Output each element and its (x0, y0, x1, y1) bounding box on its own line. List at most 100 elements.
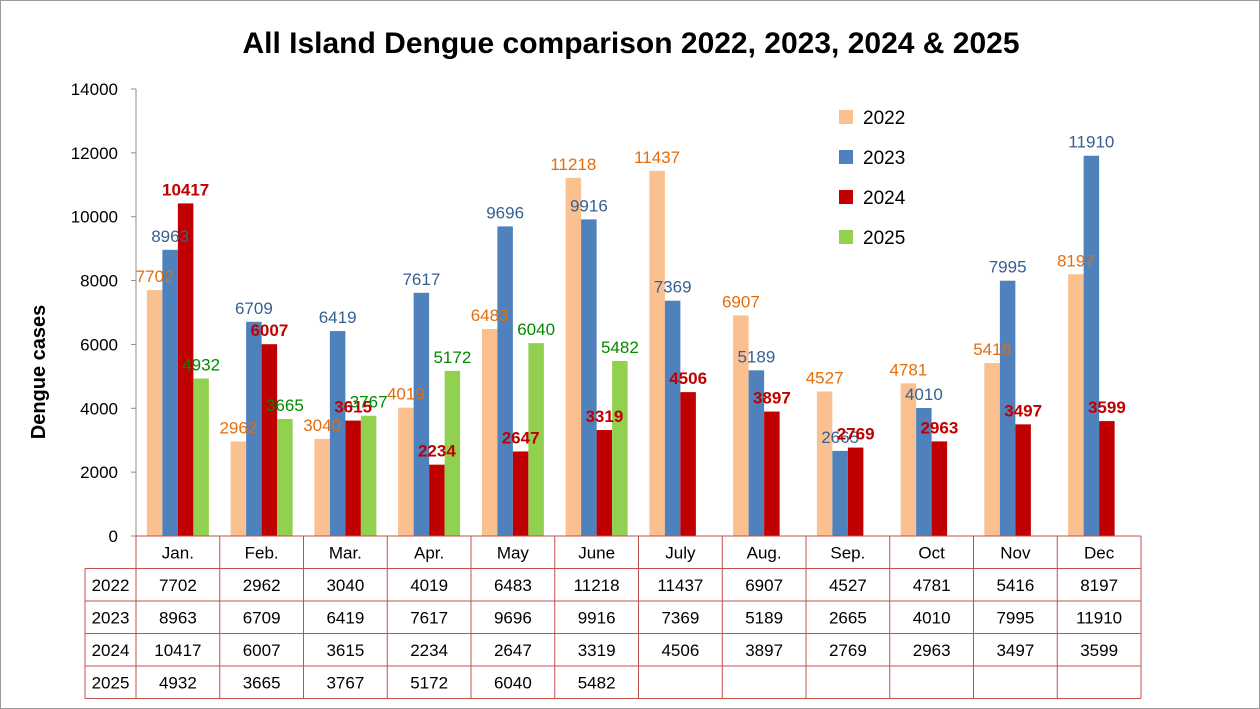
y-axis-ticks: 0 2000 4000 6000 8000 10000 12000 14000 (71, 80, 118, 546)
legend-swatch-2022 (839, 110, 853, 124)
bar-2025-Mar. (360, 415, 377, 536)
bar-2024-Nov (1015, 424, 1031, 536)
data-label-2024: 3615 (334, 398, 372, 417)
data-label-2023: 9916 (570, 196, 608, 215)
table-cell: 11218 (574, 576, 620, 595)
bar-2024-Mar. (345, 420, 361, 536)
legend: 2022 2023 2024 2025 (839, 108, 906, 249)
y-tick-label: 2000 (80, 463, 118, 482)
bar-2025-Feb. (277, 418, 293, 536)
data-label-2024: 3319 (585, 407, 623, 426)
x-tick-label: Dec (1084, 543, 1115, 562)
table-cell: 6419 (326, 608, 364, 627)
data-label-2024: 4506 (669, 369, 707, 388)
bar-2023-Aug. (748, 370, 765, 536)
bar-2024-Sep. (847, 447, 864, 536)
bar-2023-May (497, 226, 513, 536)
bar-2024-Aug. (764, 411, 780, 536)
y-tick-label: 12000 (71, 144, 118, 163)
table-row-header: 2025 (92, 673, 130, 692)
table-cell: 7369 (661, 608, 699, 627)
data-label-2022: 6483 (471, 306, 509, 325)
legend-label-2022: 2022 (863, 108, 905, 129)
x-tick-label: Aug. (747, 543, 782, 562)
table-cell: 3040 (326, 576, 364, 595)
bar-2022-Mar. (314, 438, 330, 536)
table-cell: 4010 (913, 608, 951, 627)
data-label-2024: 10417 (162, 180, 209, 199)
data-label-2022: 11437 (634, 148, 680, 167)
x-tick-label: Mar. (329, 543, 362, 562)
table-cell: 6040 (494, 673, 532, 692)
bar-2023-July (664, 300, 681, 536)
series-2025 (193, 343, 628, 536)
x-tick-label: May (497, 543, 530, 562)
table-cell: 9916 (578, 608, 616, 627)
table-cell: 11910 (1076, 608, 1122, 627)
data-label-2023: 5189 (737, 347, 775, 366)
bar-2023-June (581, 219, 597, 536)
bar-2022-Nov (984, 363, 1000, 536)
table-cell: 7995 (996, 608, 1034, 627)
table-cell: 8963 (159, 608, 197, 627)
bar-2022-Aug. (733, 315, 749, 536)
bar-2022-Apr. (398, 407, 414, 536)
data-label-2022: 4781 (889, 360, 927, 379)
series-2023 (162, 155, 1100, 536)
data-label-2023: 4010 (905, 385, 943, 404)
table-cell: 4506 (661, 641, 699, 660)
bar-2023-Dec (1083, 155, 1100, 536)
data-label-2022: 11218 (550, 155, 596, 174)
table-cell: 3665 (243, 673, 281, 692)
data-label-2025: 5172 (433, 348, 471, 367)
bar-2024-May (512, 451, 529, 536)
data-table: Jan. Feb. Mar. Apr. May June July Aug. Sep. Oct No… (84, 535, 1142, 699)
data-label-2023: 6419 (319, 308, 357, 327)
y-tick-label: 0 (109, 527, 118, 546)
data-label-2024: 2647 (502, 428, 540, 447)
table-cell: 7617 (410, 608, 448, 627)
bar-2022-July (649, 170, 665, 536)
x-tick-label: Feb. (245, 543, 279, 562)
table-cell: 3599 (1080, 641, 1118, 660)
table-cell: 2665 (829, 608, 867, 627)
x-tick-label: Oct (918, 543, 945, 562)
data-label-2024: 2963 (920, 418, 958, 437)
data-label-2023: 11910 (1068, 133, 1114, 152)
y-tick-label: 6000 (80, 335, 118, 354)
table-cell: 6709 (243, 608, 281, 627)
table-cell: 4932 (159, 673, 197, 692)
table-cell: 4781 (913, 576, 951, 595)
table-cell: 6007 (243, 641, 281, 660)
table-cell: 3897 (745, 641, 783, 660)
table-cell: 6483 (494, 576, 532, 595)
table-cell: 7702 (159, 576, 197, 595)
chart-title: All Island Dengue comparison 2022, 2023,… (242, 27, 1019, 60)
table-cell: 3497 (996, 641, 1034, 660)
table-cell: 3319 (578, 641, 616, 660)
table-cell: 2234 (410, 641, 448, 660)
bar-2024-July (680, 392, 696, 536)
data-label-2024: 2769 (837, 425, 875, 444)
legend-swatch-2025 (839, 230, 853, 244)
data-label-2024: 2234 (418, 442, 456, 461)
bar-2024-Feb. (261, 344, 278, 536)
bar-2023-Feb. (246, 321, 262, 536)
bar-2025-May (528, 343, 544, 536)
bar-2024-Oct (931, 441, 948, 536)
data-label-2025: 4932 (182, 356, 220, 375)
data-label-2022: 3040 (303, 416, 341, 435)
table-cell: 2769 (829, 641, 867, 660)
y-tick-label: 8000 (80, 272, 118, 291)
table-cell: 2962 (243, 576, 281, 595)
table-cell: 5172 (410, 673, 448, 692)
bar-2022-Sep. (816, 391, 833, 536)
legend-label-2024: 2024 (863, 188, 906, 209)
table-cell: 10417 (154, 641, 201, 660)
x-tick-label: Apr. (414, 543, 444, 562)
bar-2023-Sep. (832, 450, 848, 536)
bar-2022-June (565, 177, 582, 536)
legend-label-2023: 2023 (863, 148, 905, 169)
data-label-2022: 8197 (1057, 251, 1095, 270)
data-label-2022: 2962 (219, 418, 257, 437)
